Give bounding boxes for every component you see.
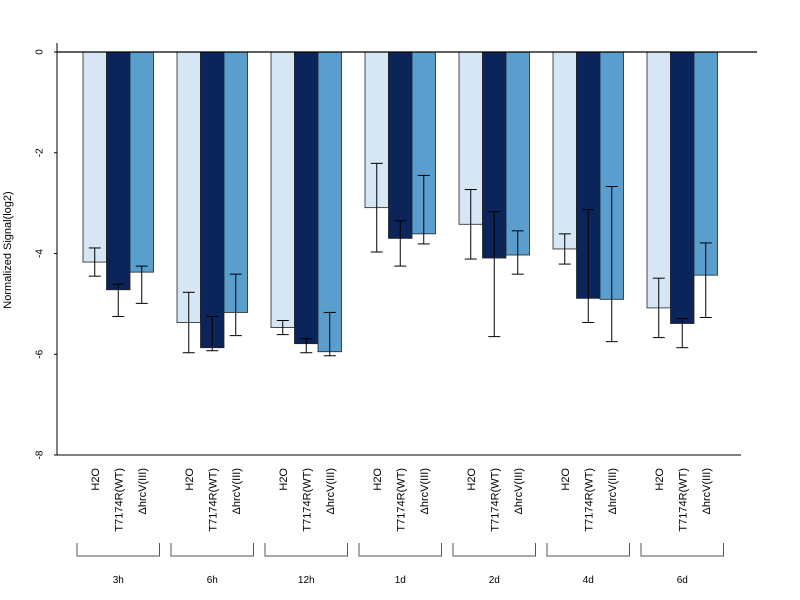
bar: [670, 51, 695, 324]
category-label: T7174R(WT): [395, 468, 407, 532]
group-bracket: [264, 543, 348, 557]
category-label: H2O: [184, 468, 196, 491]
y-tick-label: -2: [35, 148, 46, 157]
group-label: 12h: [298, 575, 315, 586]
y-tick-label: -4: [35, 249, 46, 258]
y-tick-label: -6: [35, 349, 46, 358]
category-label: T7174R(WT): [113, 468, 125, 532]
y-axis-label: Normalized Signal(log2): [2, 191, 14, 308]
bar: [294, 51, 319, 345]
bar: [646, 51, 671, 309]
bar: [129, 51, 154, 273]
category-label: T7174R(WT): [489, 468, 501, 532]
group-bracket: [640, 543, 724, 557]
group-label: 2d: [489, 575, 500, 586]
group-label: 1d: [395, 575, 406, 586]
bar: [552, 51, 577, 250]
axes: 0 -2 -4 -6 -8: [35, 43, 741, 459]
category-label: T7174R(WT): [677, 468, 689, 532]
error-bars: [57, 51, 757, 357]
group-bracket: [358, 543, 442, 557]
category-label: ΔhrcV(III): [137, 468, 149, 514]
bar: [505, 51, 530, 256]
category-label: ΔhrcV(III): [607, 468, 619, 514]
category-labels: H2O T7174R(WT) ΔhrcV(III) 3h H2O T7174R(WT) Δh…: [76, 468, 724, 586]
category-label: ΔhrcV(III): [325, 468, 337, 514]
category-label: ΔhrcV(III): [513, 468, 525, 514]
y-tick-label: -8: [35, 450, 46, 459]
category-label: H2O: [278, 468, 290, 491]
category-label: ΔhrcV(III): [231, 468, 243, 514]
group-label: 6h: [207, 575, 218, 586]
category-label: ΔhrcV(III): [701, 468, 713, 514]
group-bracket: [452, 543, 536, 557]
group-bracket: [76, 543, 160, 557]
bar: [693, 51, 718, 276]
category-label: T7174R(WT): [207, 468, 219, 532]
bar: [200, 51, 225, 349]
group-label: 3h: [113, 575, 124, 586]
category-label: H2O: [560, 468, 572, 491]
category-label: H2O: [466, 468, 478, 491]
category-label: H2O: [372, 468, 384, 491]
group-bracket: [546, 543, 630, 557]
bar: [106, 51, 131, 291]
category-label: H2O: [90, 468, 102, 491]
category-label: T7174R(WT): [301, 468, 313, 532]
group-bracket: [170, 543, 254, 557]
bar: [270, 51, 295, 328]
category-label: ΔhrcV(III): [419, 468, 431, 514]
group-label: 4d: [583, 575, 594, 586]
bar: [223, 51, 248, 313]
bars: [82, 51, 718, 353]
bar: [82, 51, 107, 263]
category-label: T7174R(WT): [583, 468, 595, 532]
category-label: H2O: [654, 468, 666, 491]
bar: [317, 51, 342, 353]
bar: [176, 51, 201, 323]
bar: [388, 51, 413, 239]
group-label: 6d: [677, 575, 688, 586]
y-tick-label: 0: [35, 49, 46, 55]
